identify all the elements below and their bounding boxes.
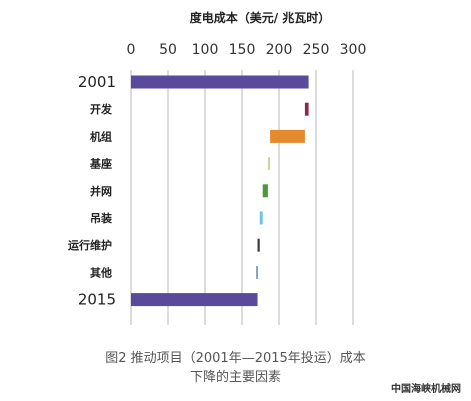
category-label-运行维护: 运行维护 [68, 238, 112, 252]
x-axis-ticks: 0 50 100 150 200 250 300 [127, 42, 367, 58]
category-label-其他: 其他 [90, 265, 112, 279]
x-tick-label-300: 300 [340, 42, 367, 58]
bar-吊装 [259, 211, 263, 225]
x-tick-label-250: 250 [303, 42, 330, 58]
x-tick-label-200: 200 [266, 42, 293, 58]
bar-其他 [256, 265, 259, 279]
category-label-2001: 2001 [78, 73, 116, 91]
bars [131, 75, 309, 307]
x-tick-label-150: 150 [229, 42, 256, 58]
category-label-并网: 并网 [90, 184, 112, 198]
bar-机组 [270, 129, 305, 143]
x-tick-label-50: 50 [159, 42, 177, 58]
x-tick-label-0: 0 [127, 42, 136, 58]
bar-2001 [131, 75, 309, 89]
watermark: 中国海峡机械网 [391, 384, 461, 395]
bar-开发 [304, 102, 309, 116]
category-label-开发: 开发 [90, 102, 113, 116]
bar-2015 [131, 293, 258, 307]
chart-title: 度电成本（美元/ 兆瓦时） [190, 10, 331, 25]
category-label-机组: 机组 [90, 129, 112, 143]
figure-caption-line1: 图2 推动项目（2001年—2015年投运）成本 [105, 351, 366, 366]
grid-lines [130, 70, 354, 325]
bar-基座 [267, 157, 271, 171]
bar-并网 [262, 184, 268, 198]
bar-运行维护 [257, 238, 260, 252]
category-label-吊装: 吊装 [90, 211, 112, 225]
cost-waterfall-chart: 度电成本（美元/ 兆瓦时） 0 50 100 150 200 250 300 2001 开发机… [68, 10, 367, 325]
x-tick-label-100: 100 [192, 42, 219, 58]
category-label-基座: 基座 [89, 157, 112, 171]
category-label-2015: 2015 [78, 291, 116, 309]
figure-caption-line2: 下降的主要因素 [189, 370, 281, 385]
